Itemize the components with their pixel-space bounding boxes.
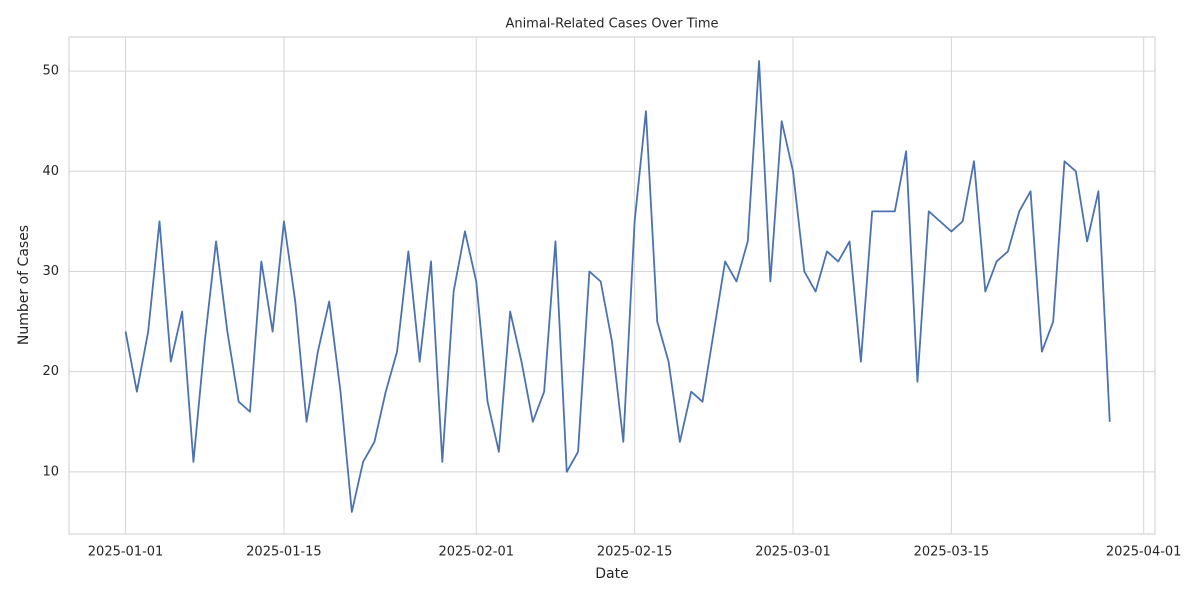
x-tick-label: 2025-02-01 xyxy=(438,545,514,560)
x-tick-label: 2025-04-01 xyxy=(1106,545,1182,560)
x-tick-label: 2025-03-15 xyxy=(914,545,990,560)
x-tick-label: 2025-02-15 xyxy=(597,545,673,560)
data-line xyxy=(124,60,1111,513)
x-axis-label: Date xyxy=(595,566,628,582)
plot-frame xyxy=(68,36,1156,535)
y-tick-label: 30 xyxy=(42,264,59,279)
y-tick-label: 50 xyxy=(42,64,59,79)
y-axis-label: Number of Cases xyxy=(16,225,32,345)
x-tick-label: 2025-01-15 xyxy=(246,545,322,560)
y-tick-label: 40 xyxy=(42,164,59,179)
x-tick-label: 2025-03-01 xyxy=(755,545,831,560)
y-tick-label: 20 xyxy=(42,364,59,379)
x-tick-label: 2025-01-01 xyxy=(88,545,164,560)
y-tick-label: 10 xyxy=(42,464,59,479)
chart-title: Animal-Related Cases Over Time xyxy=(505,17,718,32)
